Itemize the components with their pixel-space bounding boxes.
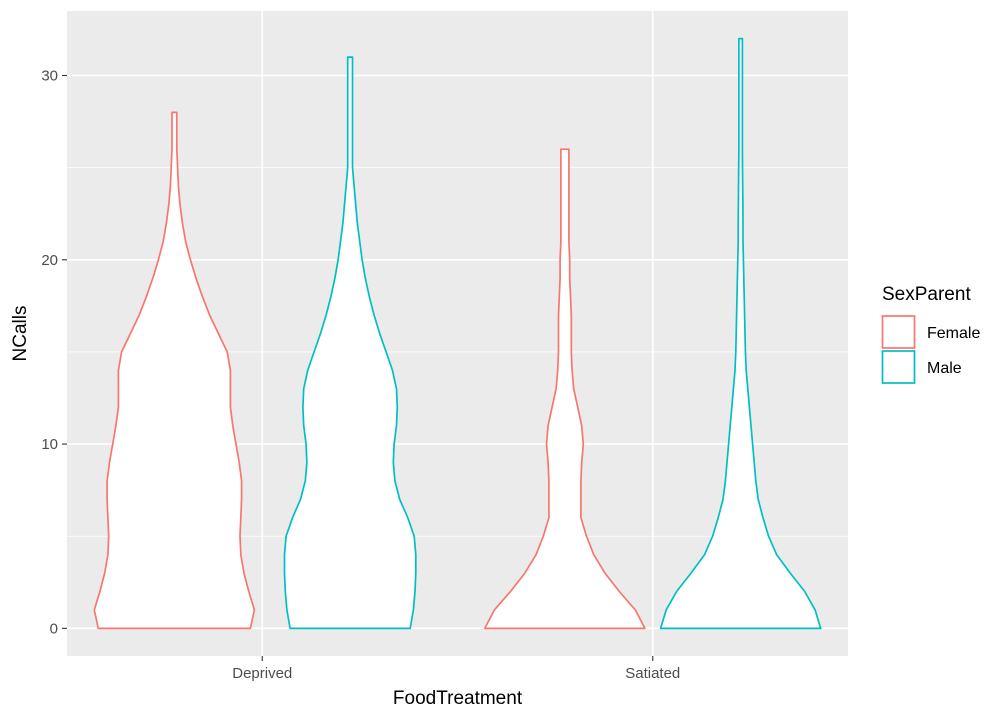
legend-title: SexParent: [882, 284, 971, 305]
violin-male-deprived: [283, 56, 417, 630]
violin-female-deprived: [93, 111, 256, 630]
legend-key-male: [881, 350, 916, 384]
y-axis-title: NCalls: [10, 306, 31, 362]
x-tick-label: Satiated: [625, 665, 680, 682]
x-axis-title: FoodTreatment: [393, 688, 523, 709]
y-tick-label: 0: [50, 620, 58, 637]
legend: SexParent Female Male: [881, 284, 980, 384]
x-tick-label: Deprived: [232, 665, 292, 682]
violin-male-satiated: [659, 37, 822, 630]
x-axis: Deprived Satiated: [232, 656, 680, 682]
legend-label-female: Female: [927, 325, 980, 342]
violin-female-satiated: [483, 148, 646, 630]
y-tick-label: 30: [41, 68, 58, 85]
legend-label-male: Male: [927, 360, 962, 377]
violins: [93, 37, 822, 630]
y-tick-label: 20: [41, 252, 58, 269]
y-tick-label: 10: [41, 436, 58, 453]
y-axis: 0 10 20 30: [41, 68, 67, 637]
legend-key-female: [881, 315, 916, 349]
